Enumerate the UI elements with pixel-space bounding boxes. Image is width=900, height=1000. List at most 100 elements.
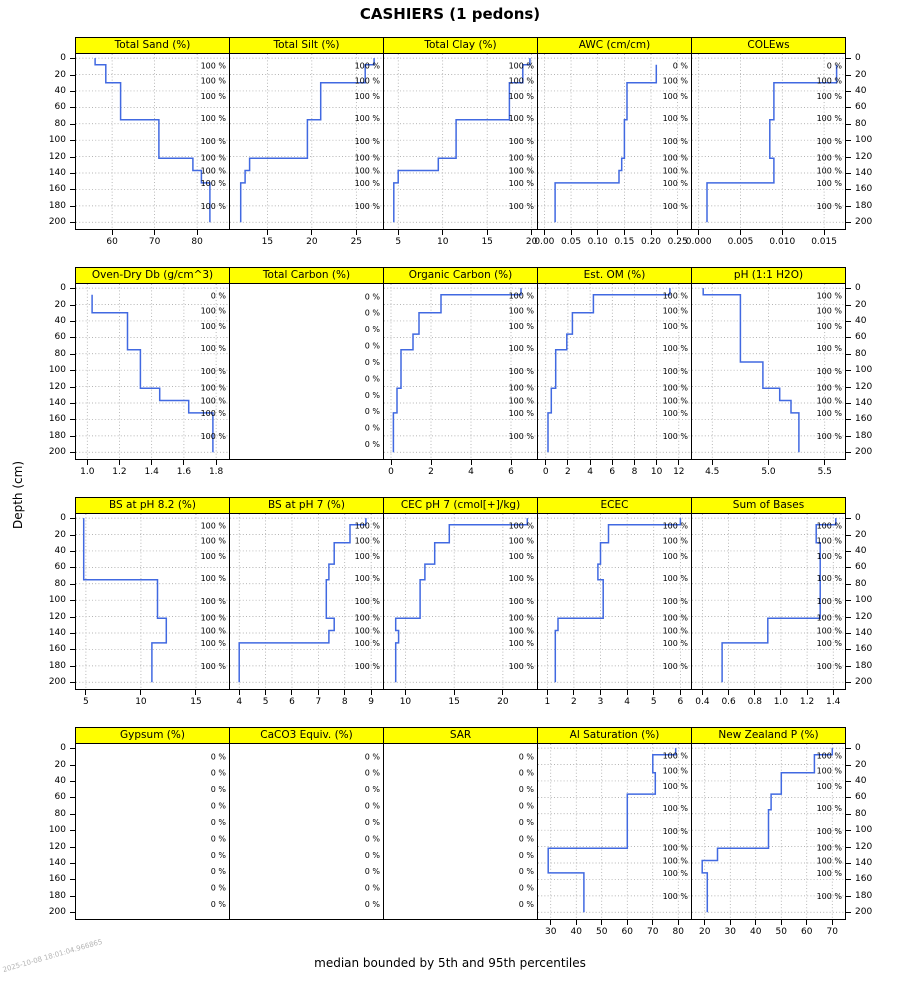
depth-tick-label: 140	[855, 398, 873, 408]
contributing-fraction-label: 100 %	[663, 552, 689, 561]
depth-tick-label: 0	[60, 283, 66, 294]
panel-strip: AWC (cm/cm)	[537, 37, 692, 54]
depth-tick-label: 80	[54, 578, 66, 589]
contributing-fraction-label: 100 %	[817, 869, 843, 878]
x-axis-tick-label: 4	[236, 697, 243, 707]
contributing-fraction-label: 100 %	[509, 291, 535, 300]
depth-tick-mark	[70, 633, 75, 634]
depth-tick-mark	[846, 288, 851, 290]
contributing-fraction-label: 100 %	[817, 804, 843, 813]
panel-oven-dry-db-g-cm-3: Oven-Dry Db (g/cm^3) 0 % 100 % 100 % 100 % 10…	[75, 267, 230, 497]
depth-tick-mark	[846, 435, 851, 437]
depth-tick-mark	[846, 780, 851, 782]
x-axis-tick-mark	[611, 460, 613, 465]
contributing-fraction-label: 100 %	[663, 167, 689, 176]
median-step-line	[82, 518, 168, 683]
panel-canvas: 100 % 100 % 100 % 100 % 100 % 100 % 100 % 100 %…	[692, 744, 845, 918]
x-axis-tick-label: 25	[350, 237, 363, 247]
panel-plot-area: 100 % 100 % 100 % 100 % 100 % 100 % 100 % 100 %…	[691, 744, 846, 920]
depth-tick-mark	[846, 682, 851, 684]
panel-sum-of-bases: Sum of Bases 100 % 100 % 100 % 100 % 100 % 100…	[691, 497, 846, 727]
contributing-fraction-label: 0 %	[365, 769, 381, 778]
x-axis-tick-label: 2	[571, 697, 577, 707]
x-axis-tick-label: 60	[106, 237, 118, 247]
x-axis-tick-mark	[510, 460, 512, 465]
depth-tick-label: 0	[855, 53, 861, 64]
panel-plot-area: 100 % 100 % 100 % 100 % 100 % 100 % 100 % 100 %…	[229, 54, 384, 230]
x-axis-tick-label: 4	[468, 467, 474, 477]
panel-plot-area: 100 % 100 % 100 % 100 % 100 % 100 % 100 % 100 %…	[229, 514, 384, 690]
depth-tick-mark	[846, 90, 851, 92]
panel-sar: SAR 0 % 0 % 0 % 0 % 0 % 0 % 0 % 0 % 0 % 0 %	[383, 727, 538, 957]
plot-title: CASHIERS (1 pedons)	[359, 5, 541, 23]
depth-tick-label: 60	[855, 102, 867, 113]
x-axis-tick-label: 2	[565, 467, 571, 477]
panel-gypsum: Gypsum (%) 0 % 0 % 0 % 0 % 0 % 0 % 0 % 0 % 0 % 0 %	[75, 727, 230, 957]
contributing-fraction-label: 0 %	[365, 374, 381, 383]
depth-tick-label: 0	[60, 513, 66, 524]
x-axis-tick-label: 60	[621, 927, 633, 937]
depth-tick-mark	[70, 830, 75, 832]
contributing-fraction-label: 100 %	[509, 536, 535, 545]
contributing-fraction-label: 100 %	[817, 843, 843, 852]
panel-canvas: 0 % 100 % 100 % 100 % 100 % 100 % 100 % 100 % 10…	[538, 54, 691, 228]
contributing-fraction-label: 100 %	[817, 552, 843, 561]
panel-est-om: Est. OM (%) 100 % 100 % 100 % 100 % 100 % 100 …	[537, 267, 692, 497]
panel-canvas: 100 % 100 % 100 % 100 % 100 % 100 % 100 % 100 %…	[692, 514, 845, 688]
contributing-fraction-label: 0 %	[211, 884, 227, 893]
depth-axis-right: 0 20 40 60 80 100 120 140 160 180 200	[846, 497, 900, 727]
x-axis-tick-mark	[531, 230, 533, 235]
depth-tick-label: 180	[48, 660, 66, 671]
panel-canvas: 100 % 100 % 100 % 100 % 100 % 100 % 100 % 100 %…	[538, 284, 691, 458]
x-axis-tick-label: 6	[677, 697, 684, 707]
depth-tick-label: 200	[855, 907, 873, 918]
x-axis: 5 10 15	[75, 690, 230, 727]
x-axis-tick-mark	[806, 920, 808, 925]
contributing-fraction-label: 100 %	[201, 367, 227, 376]
x-axis-tick-label: 50	[596, 927, 608, 937]
panel-strip: New Zealand P (%)	[691, 727, 846, 744]
depth-tick-label: 20	[54, 69, 66, 80]
x-axis-tick-mark	[140, 690, 142, 695]
panel-plot-area: 100 % 100 % 100 % 100 % 100 % 100 % 100 % 100 %…	[537, 744, 692, 920]
panel-strip: Total Clay (%)	[383, 37, 538, 54]
depth-tick-mark	[70, 140, 75, 142]
depth-tick-label: 60	[54, 102, 66, 113]
median-step-line	[547, 288, 671, 453]
contributing-fraction-label: 100 %	[663, 432, 689, 441]
contributing-fraction-label: 100 %	[817, 202, 843, 211]
contributing-fraction-label: 100 %	[817, 639, 843, 648]
x-axis-tick-label: 5	[650, 697, 657, 707]
contributing-fraction-label: 100 %	[817, 662, 843, 671]
x-axis-tick-mark	[265, 690, 267, 695]
contributing-fraction-label: 100 %	[201, 409, 227, 418]
panel-canvas: 100 % 100 % 100 % 100 % 100 % 100 % 100 % 100 %…	[692, 284, 845, 458]
x-axis-tick-mark	[831, 920, 833, 925]
contributing-fraction-label: 100 %	[663, 857, 689, 866]
contributing-fraction-label: 100 %	[201, 153, 227, 162]
depth-tick-label: 120	[48, 151, 66, 162]
median-step-line	[706, 64, 838, 223]
panel-canvas: 0 % 0 % 0 % 0 % 0 % 0 % 0 % 0 % 0 % 0 %	[519, 752, 535, 909]
contributing-fraction-label: 100 %	[817, 76, 843, 85]
contributing-fraction-label: 0 %	[519, 900, 535, 909]
depth-tick-mark	[846, 304, 851, 306]
contributing-fraction-label: 0 %	[365, 851, 381, 860]
panel-strip: ECEC	[537, 497, 692, 514]
depth-tick-mark	[70, 879, 75, 881]
depth-tick-mark	[70, 600, 75, 602]
depth-tick-mark	[846, 748, 851, 750]
x-axis-tick-label: 0.000	[685, 237, 712, 247]
depth-tick-mark	[70, 74, 75, 76]
contributing-fraction-label: 100 %	[201, 432, 227, 441]
x-axis-tick-label: 1.0	[773, 697, 789, 707]
x-axis-tick-mark	[238, 690, 240, 695]
x-axis-tick-mark	[183, 460, 185, 465]
panel-row-2: 0 20 40 60 80 100 120 140 160 180 200 0 20 40 60 80 100 1…	[0, 267, 900, 497]
panel-plot-area: 100 % 100 % 100 % 100 % 100 % 100 % 100 % 100 %…	[691, 284, 846, 460]
depth-tick-mark	[70, 616, 75, 618]
contributing-fraction-label: 100 %	[817, 597, 843, 606]
contributing-fraction-label: 0 %	[365, 440, 381, 449]
contributing-fraction-label: 0 %	[365, 785, 381, 794]
x-axis-tick-mark	[711, 460, 713, 465]
